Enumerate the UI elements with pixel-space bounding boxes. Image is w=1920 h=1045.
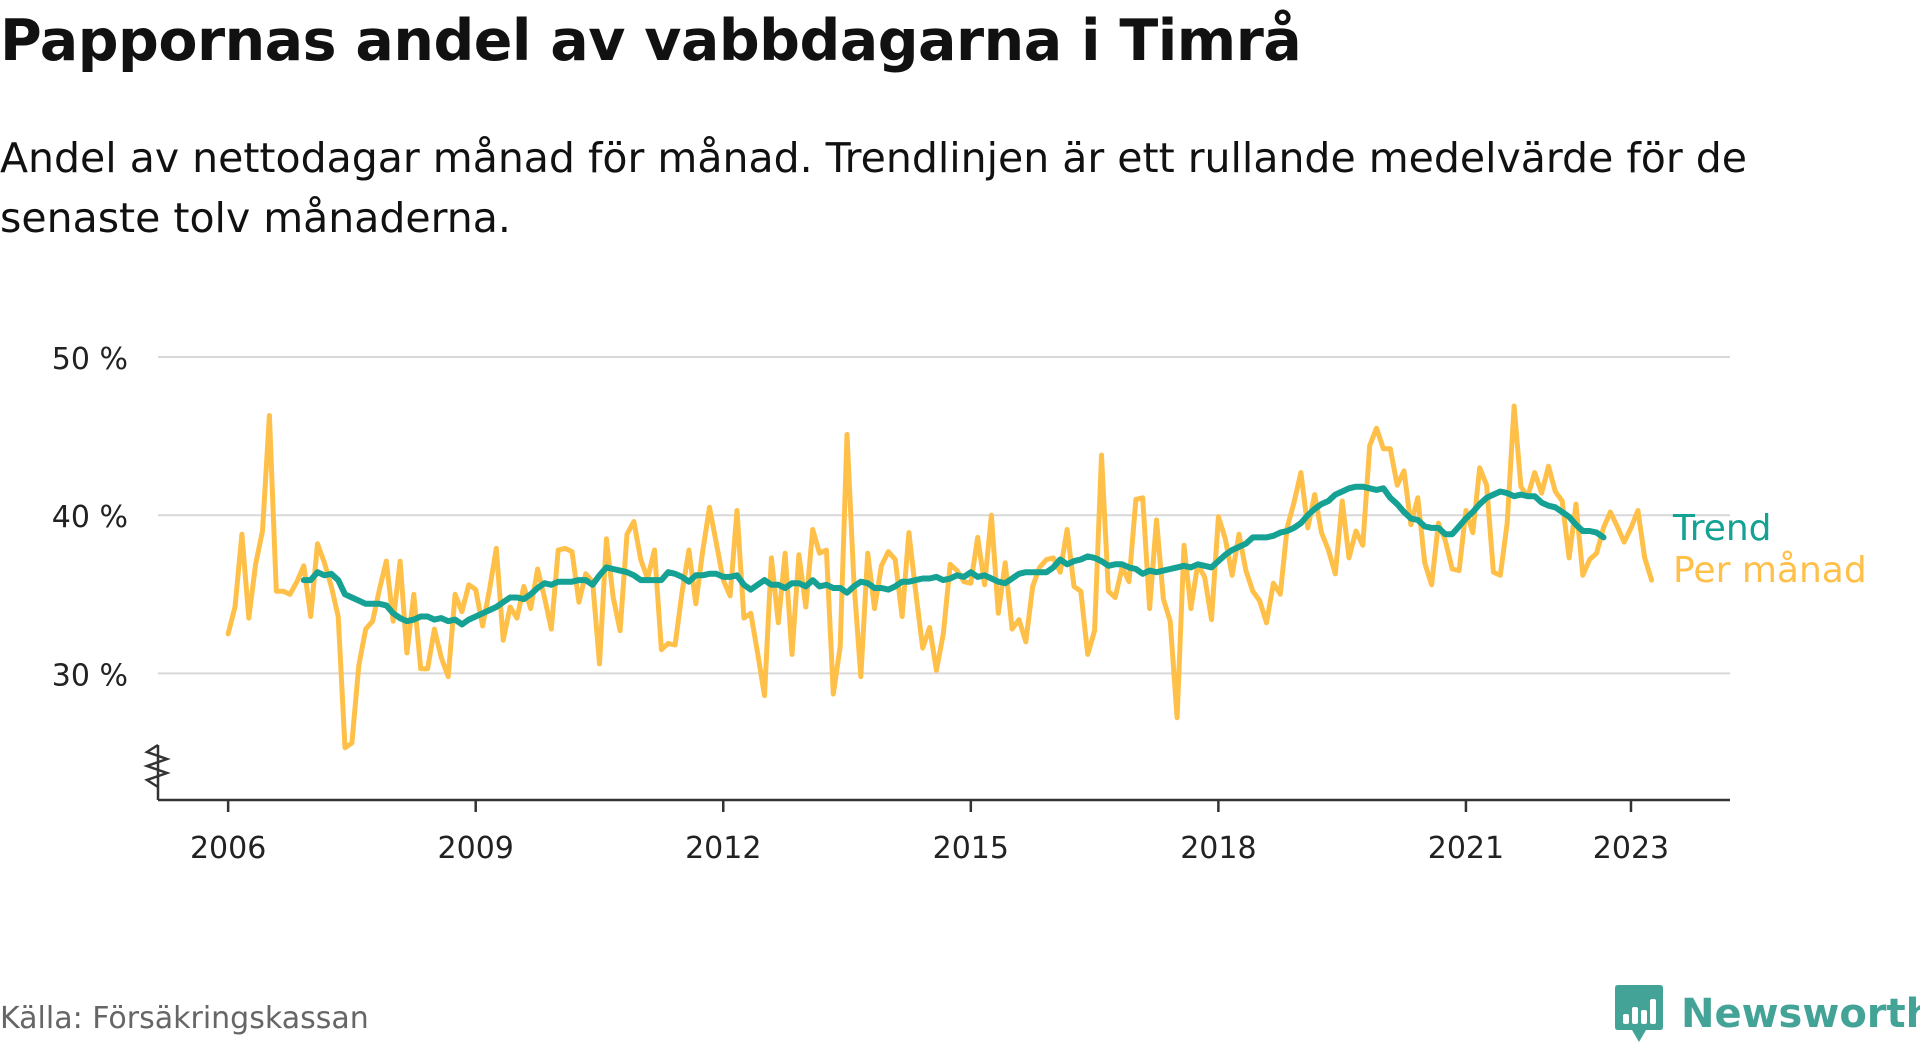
x-tick-labels: 2006 2009 2012 2015 2018 2021 2023 bbox=[190, 800, 1669, 866]
series bbox=[225, 403, 1655, 751]
x-tick-label: 2009 bbox=[438, 831, 514, 866]
x-tick-label: 2021 bbox=[1428, 831, 1504, 866]
y-tick-labels: 50 % 40 % 30 % bbox=[52, 342, 128, 693]
x-tick-label: 2023 bbox=[1593, 831, 1669, 866]
brand-name: Newsworthy bbox=[1681, 991, 1920, 1037]
series-label-trend: Trend bbox=[1672, 508, 1772, 549]
x-tick-label: 2012 bbox=[685, 831, 761, 866]
chart-subtitle: Andel av nettodagar månad för månad. Tre… bbox=[0, 134, 1747, 242]
axes bbox=[143, 743, 1730, 802]
source-note: Källa: Försäkringskassan bbox=[0, 1001, 369, 1036]
y-tick-label: 40 % bbox=[52, 500, 128, 535]
y-tick-label: 30 % bbox=[52, 658, 128, 693]
x-tick-label: 2006 bbox=[190, 831, 266, 866]
chart-title: Pappornas andel av vabbdagarna i Timrå bbox=[0, 8, 1302, 74]
x-tick-label: 2015 bbox=[933, 831, 1009, 866]
series-line-monthly bbox=[225, 403, 1655, 751]
x-tick-label: 2018 bbox=[1180, 831, 1256, 866]
brand-logo: Newsworthy bbox=[1613, 983, 1920, 1045]
newsworthy-logo-icon bbox=[1615, 985, 1663, 1042]
series-line-trend bbox=[300, 483, 1607, 628]
y-tick-label: 50 % bbox=[52, 342, 128, 377]
series-label-monthly: Per månad bbox=[1673, 550, 1867, 591]
axis-break-marker bbox=[143, 743, 171, 789]
